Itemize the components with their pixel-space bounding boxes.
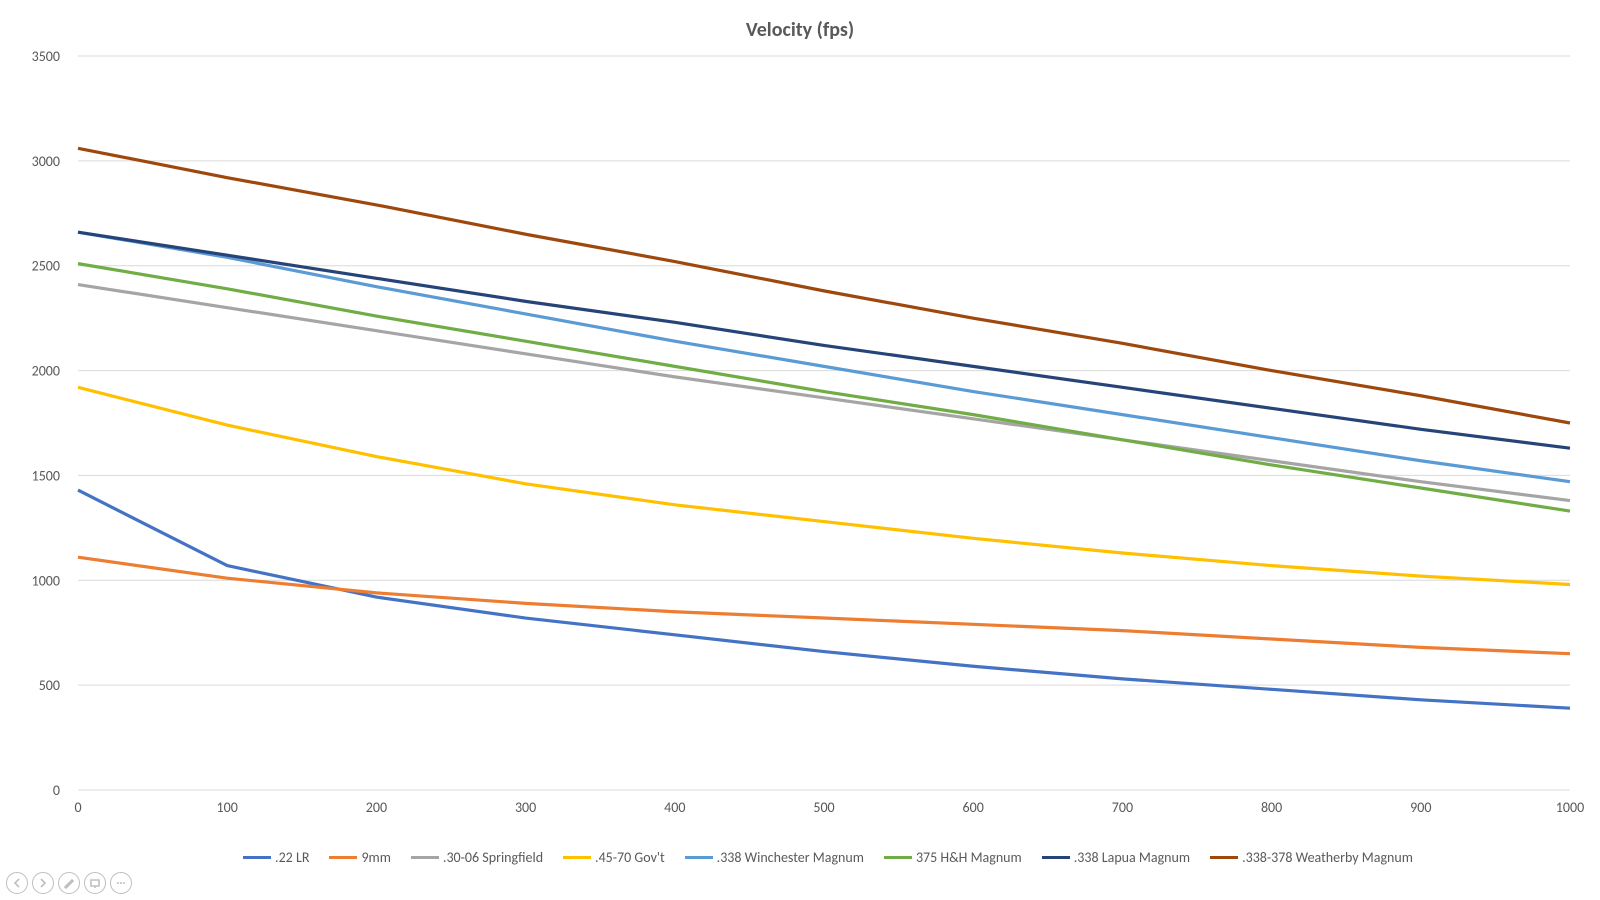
series-375-h-h-magnum bbox=[78, 264, 1570, 511]
x-tick-label: 600 bbox=[963, 799, 984, 816]
y-tick-label: 3500 bbox=[32, 48, 60, 65]
legend-item[interactable]: .30-06 Springfield bbox=[411, 849, 543, 866]
next-button[interactable] bbox=[32, 872, 54, 894]
legend-swatch bbox=[563, 856, 591, 859]
legend-item[interactable]: .45-70 Gov't bbox=[563, 849, 665, 866]
legend-swatch bbox=[411, 856, 439, 859]
x-tick-label: 800 bbox=[1261, 799, 1282, 816]
legend-swatch bbox=[1042, 856, 1070, 859]
y-tick-label: 1000 bbox=[32, 572, 60, 589]
nav-controls bbox=[6, 872, 132, 894]
legend-label: .45-70 Gov't bbox=[595, 849, 665, 866]
plot-area: 0 500 1000 1500 2000 2500 3000 3500 0 100 200 300 40… bbox=[0, 0, 1600, 900]
x-tick-label: 100 bbox=[217, 799, 238, 816]
more-button[interactable] bbox=[110, 872, 132, 894]
x-tick-label: 400 bbox=[664, 799, 685, 816]
legend-swatch bbox=[1210, 856, 1238, 859]
legend-item[interactable]: .22 LR bbox=[243, 849, 309, 866]
legend-label: .30-06 Springfield bbox=[443, 849, 543, 866]
y-tick-label: 500 bbox=[39, 677, 60, 694]
x-tick-label: 200 bbox=[366, 799, 387, 816]
legend-label: .338 Lapua Magnum bbox=[1074, 849, 1190, 866]
prev-button[interactable] bbox=[6, 872, 28, 894]
x-tick-label: 1000 bbox=[1556, 799, 1584, 816]
y-tick-label: 1500 bbox=[32, 467, 60, 484]
y-tick-label: 0 bbox=[53, 782, 60, 799]
view-button[interactable] bbox=[84, 872, 106, 894]
legend-label: .338-378 Weatherby Magnum bbox=[1242, 849, 1413, 866]
legend-item[interactable]: .338 Lapua Magnum bbox=[1042, 849, 1190, 866]
x-tick-label: 700 bbox=[1112, 799, 1133, 816]
legend-item[interactable]: .338 Winchester Magnum bbox=[685, 849, 864, 866]
x-tick-label: 900 bbox=[1410, 799, 1431, 816]
velocity-chart: Velocity (fps) 0500100015002000250030003… bbox=[0, 0, 1600, 900]
y-tick-label: 2000 bbox=[32, 363, 60, 380]
series--338-winchester-magnum bbox=[78, 232, 1570, 482]
legend-swatch bbox=[884, 856, 912, 859]
x-tick-label: 300 bbox=[515, 799, 536, 816]
legend-label: 9mm bbox=[361, 849, 390, 866]
slideshow-icon bbox=[89, 877, 101, 889]
legend-label: .22 LR bbox=[275, 849, 309, 866]
legend-swatch bbox=[685, 856, 713, 859]
legend-item[interactable]: .338-378 Weatherby Magnum bbox=[1210, 849, 1413, 866]
legend-label: 375 H&H Magnum bbox=[916, 849, 1022, 866]
series--338-lapua-magnum bbox=[78, 232, 1570, 448]
chevron-right-icon bbox=[37, 877, 49, 889]
x-tick-label: 500 bbox=[813, 799, 834, 816]
legend-swatch bbox=[329, 856, 357, 859]
y-tick-label: 3000 bbox=[32, 153, 60, 170]
pen-icon bbox=[63, 877, 75, 889]
y-tick-label: 2500 bbox=[32, 258, 60, 275]
legend-item[interactable]: 375 H&H Magnum bbox=[884, 849, 1022, 866]
series--45-70-gov-t bbox=[78, 387, 1570, 584]
legend-swatch bbox=[243, 856, 271, 859]
pen-button[interactable] bbox=[58, 872, 80, 894]
x-tick-label: 0 bbox=[74, 799, 81, 816]
legend: .22 LR 9mm .30-06 Springfield .45-70 Gov't.… bbox=[78, 849, 1578, 866]
chevron-left-icon bbox=[11, 877, 23, 889]
series--338-378-weatherby-magnum bbox=[78, 148, 1570, 423]
ellipsis-icon bbox=[115, 877, 127, 889]
legend-item[interactable]: 9mm bbox=[329, 849, 390, 866]
legend-label: .338 Winchester Magnum bbox=[717, 849, 864, 866]
